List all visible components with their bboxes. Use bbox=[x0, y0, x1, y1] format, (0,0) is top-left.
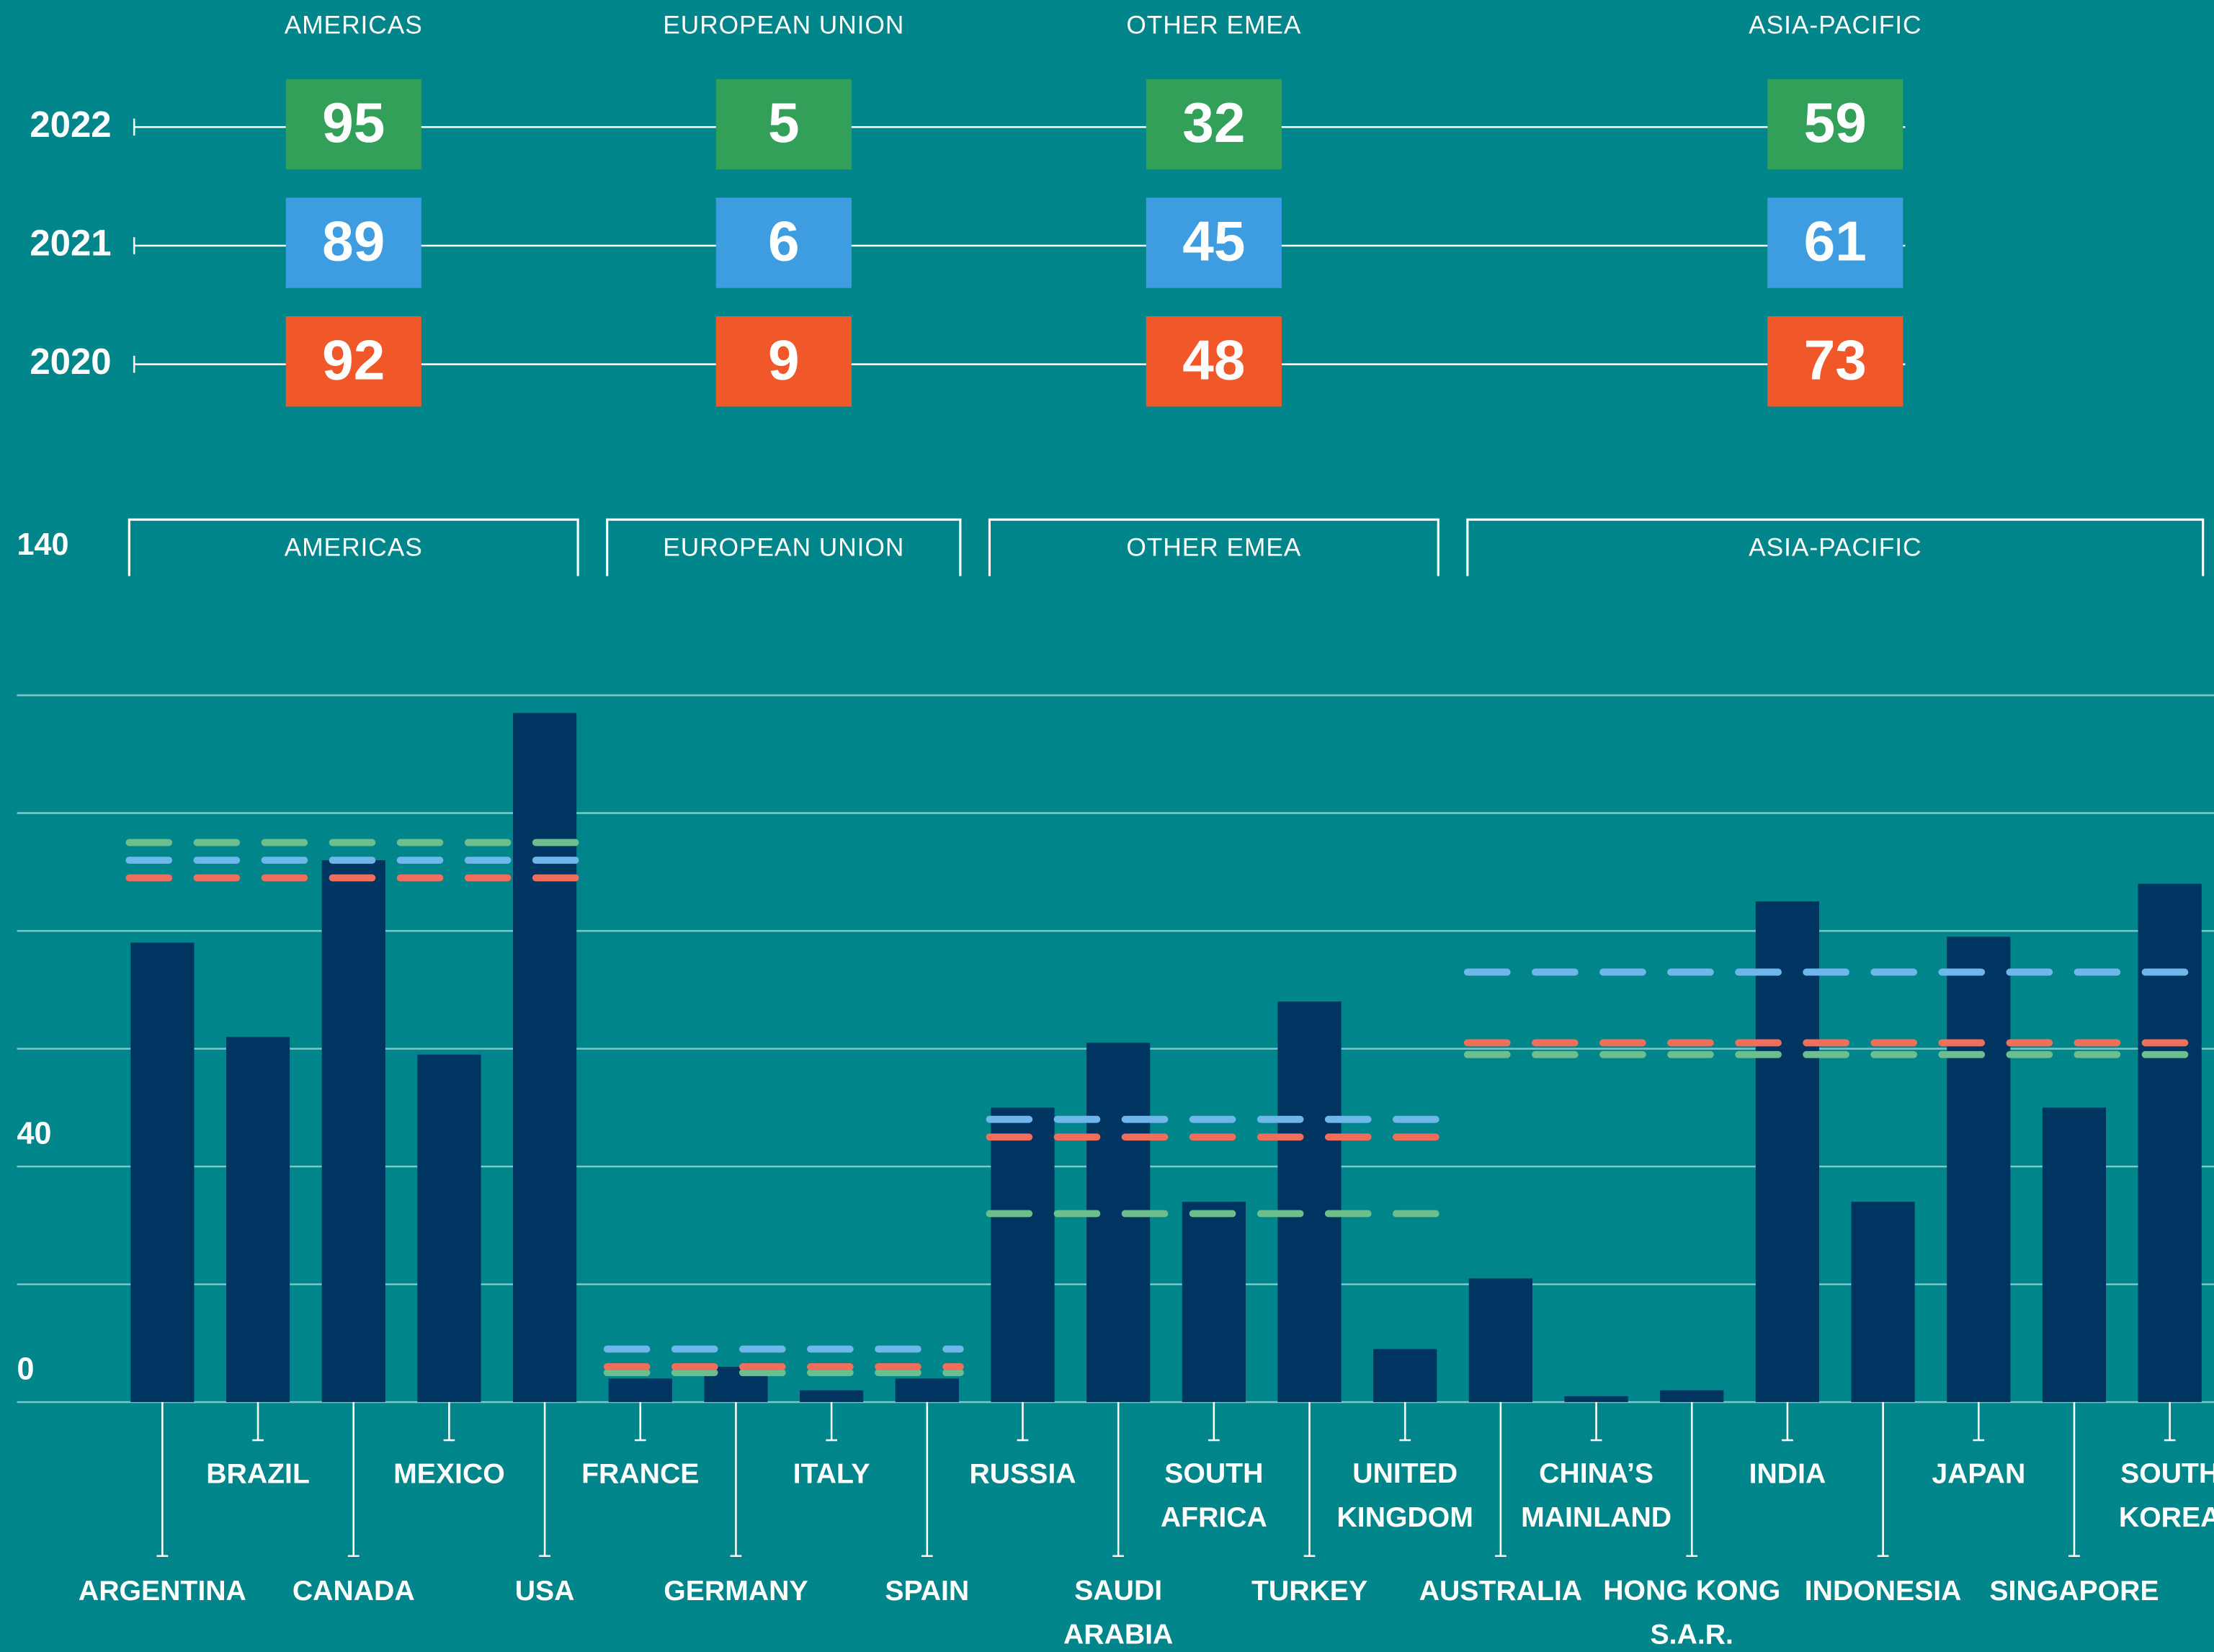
value-text: 92 bbox=[322, 328, 385, 391]
value-text: 73 bbox=[1804, 328, 1867, 391]
value-box bbox=[715, 316, 852, 407]
category-label: SOUTH AFRICA bbox=[1161, 1458, 1267, 1533]
value-text: 45 bbox=[1182, 210, 1245, 273]
category-label: JAPAN bbox=[1932, 1458, 2025, 1489]
bar bbox=[608, 1378, 672, 1403]
category-label: SAUDI ARABIA bbox=[1063, 1576, 1173, 1651]
bar bbox=[1755, 901, 1820, 1403]
value-box bbox=[1146, 79, 1282, 170]
group-label: ASIA-PACIFIC bbox=[1749, 534, 1921, 562]
column-header: AMERICAS bbox=[285, 12, 423, 40]
value-box bbox=[1146, 197, 1282, 288]
bar bbox=[226, 1037, 290, 1403]
bar bbox=[417, 1054, 481, 1403]
value-text: 48 bbox=[1182, 328, 1245, 391]
bar bbox=[2138, 883, 2202, 1403]
category-label: GERMANY bbox=[664, 1576, 808, 1607]
group-box bbox=[1466, 518, 2205, 576]
bar bbox=[1660, 1390, 1724, 1403]
category-label: CANADA bbox=[293, 1576, 415, 1607]
group-box bbox=[128, 518, 579, 576]
category-label: ITALY bbox=[793, 1458, 870, 1489]
bar bbox=[991, 1107, 1055, 1403]
value-box bbox=[285, 79, 421, 170]
category-label: FRANCE bbox=[581, 1458, 699, 1489]
category-label: SINGAPORE bbox=[1989, 1576, 2159, 1607]
y-tick-label: 140 bbox=[17, 527, 69, 562]
value-box bbox=[285, 316, 421, 407]
category-label: UNITED KINGDOM bbox=[1337, 1458, 1473, 1533]
value-text: 59 bbox=[1804, 91, 1867, 154]
category-label: CHINA’S MAINLAND bbox=[1521, 1458, 1671, 1533]
bar bbox=[1851, 1202, 1915, 1403]
value-text: 89 bbox=[322, 210, 385, 273]
category-label: USA bbox=[515, 1576, 575, 1607]
value-box bbox=[285, 197, 421, 288]
category-label: HONG KONG S.A.R. bbox=[1603, 1576, 1780, 1651]
column-header: OTHER EMEA bbox=[1126, 12, 1301, 40]
bar bbox=[1182, 1202, 1246, 1403]
value-box bbox=[715, 197, 852, 288]
column-header: ASIA-PACIFIC bbox=[1749, 12, 1921, 40]
bar bbox=[800, 1390, 864, 1403]
category-label: BRAZIL bbox=[206, 1458, 310, 1489]
value-box bbox=[715, 79, 852, 170]
value-text: 32 bbox=[1182, 91, 1245, 154]
group-label: AMERICAS bbox=[285, 534, 423, 562]
group-label: OTHER EMEA bbox=[1126, 534, 1301, 562]
bar bbox=[1277, 1001, 1342, 1403]
value-text: 61 bbox=[1804, 210, 1867, 273]
bar bbox=[1564, 1396, 1628, 1403]
value-box bbox=[1767, 316, 1903, 407]
value-text: 9 bbox=[768, 328, 800, 391]
bar bbox=[321, 860, 385, 1403]
category-label: INDIA bbox=[1749, 1458, 1826, 1489]
bar bbox=[1468, 1278, 1532, 1403]
value-box bbox=[1146, 316, 1282, 407]
category-label: MEXICO bbox=[393, 1458, 505, 1489]
group-box bbox=[606, 518, 962, 576]
bar bbox=[1373, 1349, 1437, 1403]
category-label: AUSTRALIA bbox=[1419, 1576, 1582, 1607]
bar bbox=[1947, 937, 2011, 1403]
year-label: 2020 bbox=[30, 341, 111, 382]
category-label: INDONESIA bbox=[1805, 1576, 1962, 1607]
value-text: 6 bbox=[768, 210, 800, 273]
column-header: EUROPEAN UNION bbox=[663, 12, 904, 40]
year-label: 2022 bbox=[30, 104, 111, 145]
category-label: TURKEY bbox=[1251, 1576, 1367, 1607]
y-tick-label: 40 bbox=[17, 1116, 52, 1151]
year-label: 2021 bbox=[30, 222, 111, 263]
bar bbox=[1086, 1042, 1151, 1403]
value-box bbox=[1767, 197, 1903, 288]
category-label: SPAIN bbox=[885, 1576, 969, 1607]
value-text: 95 bbox=[322, 91, 385, 154]
group-label: EUROPEAN UNION bbox=[663, 534, 904, 562]
value-box bbox=[1767, 79, 1903, 170]
bar bbox=[895, 1378, 959, 1403]
category-label: ARGENTINA bbox=[79, 1576, 246, 1607]
value-text: 5 bbox=[768, 91, 800, 154]
bar bbox=[2042, 1107, 2107, 1403]
category-label: SOUTH KOREA bbox=[2119, 1458, 2214, 1533]
category-label: RUSSIA bbox=[969, 1458, 1076, 1489]
bar bbox=[130, 942, 195, 1403]
group-box bbox=[988, 518, 1439, 576]
y-tick-label: 0 bbox=[17, 1352, 35, 1386]
bar bbox=[513, 713, 577, 1403]
